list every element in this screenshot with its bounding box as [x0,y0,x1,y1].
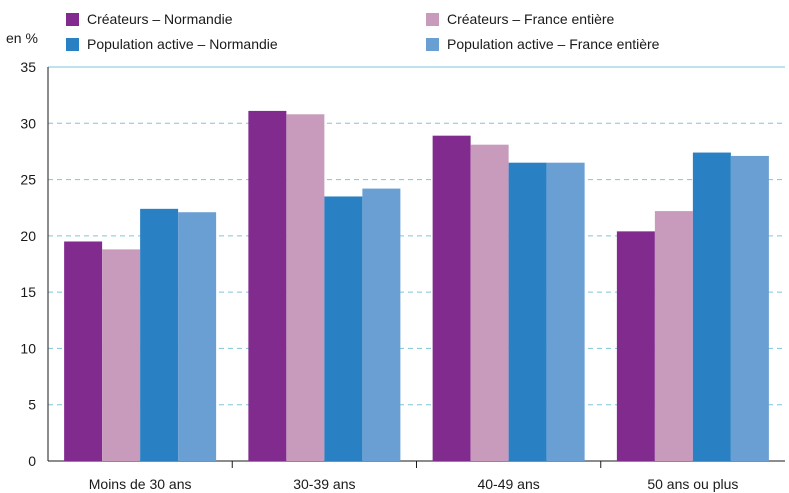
y-axis-unit-label: en % [6,30,38,46]
legend-swatch [66,37,79,51]
bar [362,188,401,461]
bar [286,114,325,461]
x-tick-label: Moins de 30 ans [89,476,192,492]
legend-swatch [426,37,439,51]
y-tick-label: 10 [20,340,36,356]
x-tick-label: 40-49 ans [477,476,539,492]
legend-swatch [66,12,79,26]
y-tick-label: 15 [20,284,36,300]
bar [140,208,179,461]
bar [730,155,769,461]
bar [64,241,103,461]
y-tick-label: 20 [20,228,36,244]
y-tick-label: 35 [20,59,36,75]
legend-swatch [426,12,439,26]
bar [102,249,141,461]
bar [470,144,509,461]
legend-label: Population active – France entière [447,36,660,52]
legend-item-population-france: Population active – France entière [426,36,659,52]
x-tick-label: 50 ans ou plus [647,476,738,492]
bar [248,110,287,461]
x-tick-label: 30-39 ans [293,476,355,492]
bar [692,152,731,461]
bar [178,212,217,461]
legend-label: Créateurs – France entière [447,11,615,27]
bar [324,196,363,461]
bar [616,231,655,461]
y-tick-label: 25 [20,172,36,188]
legend-item-createurs-normandie: Créateurs – Normandie [66,11,233,27]
legend-item-createurs-france: Créateurs – France entière [426,11,614,27]
legend-label: Créateurs – Normandie [87,11,233,27]
y-tick-label: 5 [28,397,36,413]
legend-item-population-normandie: Population active – Normandie [66,36,278,52]
legend-label: Population active – Normandie [87,36,278,52]
bar [546,162,585,461]
bar [508,162,547,461]
y-tick-label: 0 [28,453,36,469]
y-tick-label: 30 [20,115,36,131]
bar [432,135,471,461]
bar [654,211,693,461]
